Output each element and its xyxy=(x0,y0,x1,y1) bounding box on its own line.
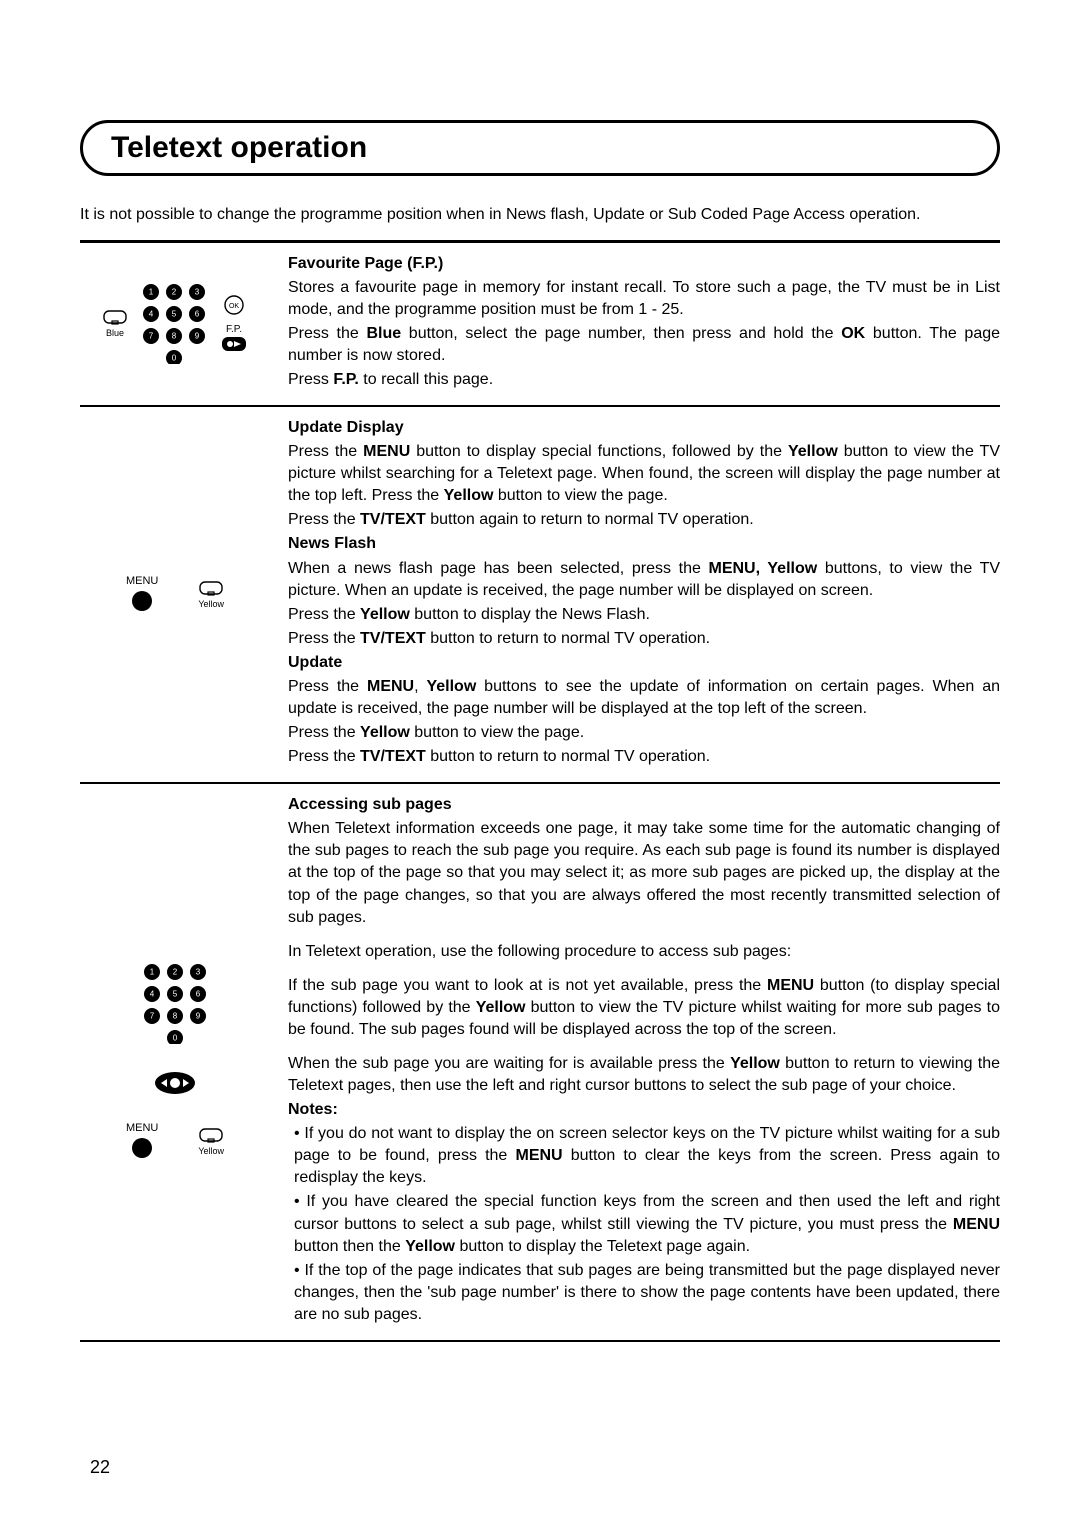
svg-text:1: 1 xyxy=(150,968,155,977)
divider xyxy=(80,240,1000,243)
page-title: Teletext operation xyxy=(111,131,977,165)
svg-text:4: 4 xyxy=(149,309,154,318)
intro-paragraph: It is not possible to change the program… xyxy=(80,204,1000,226)
keypad-icon: 1 2 3 4 5 6 7 8 9 0 xyxy=(139,282,209,364)
section2-text: Update Display Press the MENU button to … xyxy=(288,417,1000,770)
yellow-label: Yellow xyxy=(198,599,224,609)
s3-heading: Accessing sub pages xyxy=(288,796,452,813)
section-favourite-page: Blue 1 2 3 4 5 6 7 8 9 0 xyxy=(80,253,1000,393)
s1-p2: Press the Blue button, select the page n… xyxy=(288,323,1000,367)
section-update: MENU Yellow Update Display Press the MEN… xyxy=(80,417,1000,770)
s2-up-p1: Press the MENU, Yellow buttons to see th… xyxy=(288,676,1000,720)
s1-p1: Stores a favourite page in memory for in… xyxy=(288,277,1000,321)
svg-text:7: 7 xyxy=(150,1012,155,1021)
svg-text:7: 7 xyxy=(149,331,154,340)
s3-p4: When the sub page you are waiting for is… xyxy=(288,1053,1000,1097)
s3-p3: If the sub page you want to look at is n… xyxy=(288,975,1000,1041)
s1-p3: Press F.P. to recall this page. xyxy=(288,369,1000,391)
yellow-button-icon: Yellow xyxy=(198,1126,224,1156)
ok-label: OK xyxy=(229,303,239,310)
yellow-label: Yellow xyxy=(198,1146,224,1156)
s2-ud-p1: Press the MENU button to display special… xyxy=(288,441,1000,507)
keypad-icon: 1 2 3 4 5 6 7 8 9 0 xyxy=(140,962,210,1044)
menu-label: MENU xyxy=(126,1122,158,1134)
s3-p2: In Teletext operation, use the following… xyxy=(288,941,1000,963)
s2-h1: Update Display xyxy=(288,419,404,436)
section-subpages: 1 2 3 4 5 6 7 8 9 0 MENU xyxy=(80,794,1000,1328)
s2-nf-p3: Press the TV/TEXT button to return to no… xyxy=(288,628,1000,650)
blue-button-icon: Blue xyxy=(103,308,127,338)
section3-icons: 1 2 3 4 5 6 7 8 9 0 MENU xyxy=(80,794,270,1328)
s2-h2: News Flash xyxy=(288,535,376,552)
svg-text:8: 8 xyxy=(172,331,177,340)
notes-heading: Notes: xyxy=(288,1101,338,1118)
svg-text:1: 1 xyxy=(149,287,154,296)
s1-heading: Favourite Page (F.P.) xyxy=(288,255,443,272)
s2-ud-p2: Press the TV/TEXT button again to return… xyxy=(288,509,1000,531)
s2-nf-p1: When a news flash page has been selected… xyxy=(288,558,1000,602)
divider xyxy=(80,405,1000,407)
section1-icons: Blue 1 2 3 4 5 6 7 8 9 0 xyxy=(80,253,270,393)
menu-button-icon xyxy=(130,589,154,613)
fp-label: F.P. xyxy=(226,324,242,335)
svg-text:3: 3 xyxy=(196,968,201,977)
notes-list: If you do not want to display the on scr… xyxy=(288,1123,1000,1326)
yellow-button-icon: Yellow xyxy=(198,579,224,609)
left-right-cursor-icon xyxy=(153,1070,197,1096)
page-number: 22 xyxy=(90,1457,110,1478)
svg-text:2: 2 xyxy=(173,968,178,977)
svg-text:5: 5 xyxy=(173,990,178,999)
s2-up-p3: Press the TV/TEXT button to return to no… xyxy=(288,746,1000,768)
note-1: If you do not want to display the on scr… xyxy=(294,1123,1000,1189)
svg-text:8: 8 xyxy=(173,1012,178,1021)
s2-nf-p2: Press the Yellow button to display the N… xyxy=(288,604,1000,626)
s3-p1: When Teletext information exceeds one pa… xyxy=(288,818,1000,928)
fp-icon: F.P. xyxy=(221,324,247,352)
svg-text:9: 9 xyxy=(195,331,200,340)
svg-text:6: 6 xyxy=(196,990,201,999)
svg-text:3: 3 xyxy=(195,287,200,296)
ok-button-icon: OK xyxy=(223,294,245,316)
menu-button-icon xyxy=(130,1136,154,1160)
svg-text:0: 0 xyxy=(173,1034,178,1043)
svg-text:6: 6 xyxy=(195,309,200,318)
section2-icons: MENU Yellow xyxy=(80,417,270,770)
s2-h3: Update xyxy=(288,654,342,671)
svg-text:2: 2 xyxy=(172,287,177,296)
svg-text:4: 4 xyxy=(150,990,155,999)
section3-text: Accessing sub pages When Teletext inform… xyxy=(288,794,1000,1328)
blue-label: Blue xyxy=(106,328,124,338)
menu-label: MENU xyxy=(126,575,158,587)
svg-text:5: 5 xyxy=(172,309,177,318)
divider xyxy=(80,1340,1000,1342)
divider xyxy=(80,782,1000,784)
svg-text:0: 0 xyxy=(172,353,177,362)
section1-text: Favourite Page (F.P.) Stores a favourite… xyxy=(288,253,1000,393)
page-title-box: Teletext operation xyxy=(80,120,1000,176)
note-3: If the top of the page indicates that su… xyxy=(294,1260,1000,1326)
note-2: If you have cleared the special function… xyxy=(294,1191,1000,1257)
svg-text:9: 9 xyxy=(196,1012,201,1021)
s2-up-p2: Press the Yellow button to view the page… xyxy=(288,722,1000,744)
